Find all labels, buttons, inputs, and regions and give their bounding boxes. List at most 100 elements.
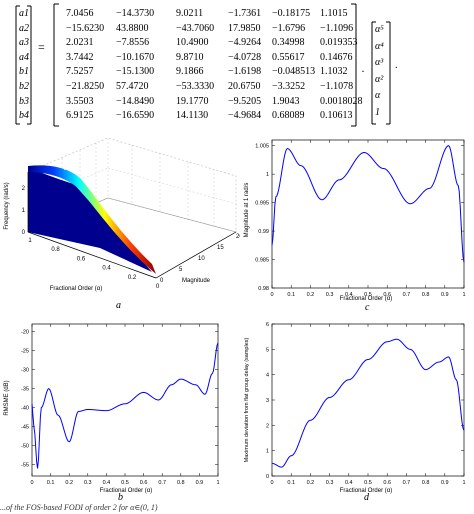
y-tick-label: -30 (21, 368, 29, 374)
c-x-axis-label: Fractional Order (α) (340, 296, 392, 302)
plot-frame (271, 323, 465, 477)
y-tick-label: 0.985 (255, 258, 269, 264)
x-tick-label: 0.3 (326, 292, 334, 298)
surface-z-tick: 0 (22, 230, 26, 236)
matrix-cell: 9.0211 (176, 8, 204, 19)
plot-frame (271, 139, 465, 289)
matrix-cell: −7.8556 (116, 37, 150, 49)
matrix-cell: −4.9684 (228, 110, 262, 122)
x-tick-label: 0.9 (441, 292, 449, 298)
surface-y-tick: 0 (160, 278, 164, 284)
matrix-cell: 1.1015 (320, 8, 348, 19)
matrix-cell: −14.3730 (116, 8, 155, 19)
surface-x-tick: 0.2 (128, 275, 137, 281)
x-tick-label: 0.1 (287, 292, 295, 298)
lhs-entry: a4 (19, 51, 29, 63)
x-tick-label: 0.4 (345, 292, 353, 298)
matrix-cell: 0.10613 (320, 110, 353, 122)
x-tick-label: 0 (270, 480, 273, 486)
x-tick-label: 0.4 (345, 480, 353, 486)
b-x-axis-label: Fractional Order (α) (100, 488, 152, 494)
matrix-cell: 14.1130 (176, 110, 209, 122)
matrix-cell: −16.6590 (116, 110, 155, 122)
coefficient-equation: a1 a2 a3 a4 b1 b2 b3 b4 = 7.0456 −14.3730 9.0211 −… (0, 0, 474, 128)
c-y-axis-label: Magnitude at 1 rad/s (244, 183, 250, 238)
y-tick-label: -55 (21, 463, 29, 469)
matrix-cell: 7.0456 (66, 8, 94, 19)
caption-b: b (118, 492, 123, 503)
x-tick-label: 0.9 (441, 480, 449, 486)
x-tick-label: 0.2 (65, 480, 73, 486)
lhs-entry: b1 (19, 66, 29, 78)
rhs-entry: 1 (375, 106, 380, 118)
equation-brackets (15, 3, 391, 127)
surface-z-tick: 1 (22, 208, 26, 214)
panel-c-magnitude-plot: Magnitude at 1 rad/s Fractional Order (α… (240, 132, 474, 313)
surface-x-tick: 1 (28, 238, 32, 244)
x-tick-label: 0.6 (383, 480, 391, 486)
data-curve (271, 145, 465, 263)
y-tick-label: 4 (266, 373, 269, 379)
surface-y-tick: 15 (217, 245, 224, 251)
x-tick-label: 1 (462, 480, 465, 486)
y-tick-label: -40 (21, 406, 29, 412)
x-tick-label: 0.1 (47, 480, 55, 486)
matrix-cell: 0.019353 (320, 37, 358, 49)
x-tick-label: 0.1 (287, 480, 295, 486)
x-tick-label: 0.2 (307, 292, 315, 298)
surface-z-tick: 2 (22, 186, 26, 192)
lhs-entry: a3 (19, 37, 29, 49)
panel-b-rmsme-plot: RMSME (dB) Fractional Order (α) 0 0.1 0.2 0… (0, 316, 240, 503)
y-tick-label: 0.995 (255, 201, 269, 207)
y-tick-label: 1 (266, 172, 269, 178)
matrix-cell: 57.4720 (116, 81, 149, 92)
matrix-cell: 7.5257 (66, 66, 94, 78)
surface-y-tick: 10 (198, 256, 205, 262)
surface-x-tick: 0.6 (77, 256, 86, 262)
surface-body (28, 168, 152, 272)
surface-x-axis-label: Fractional Order (α) (50, 286, 102, 292)
matrix-cell: 0.68089 (272, 110, 305, 122)
rmsme-plot-svg: RMSME (dB) Fractional Order (α) 0 0.1 0.2 0… (4, 323, 220, 494)
surface-y-tick: 20 (236, 234, 240, 240)
x-tick-label: 0.9 (196, 480, 204, 486)
matrix-cell: 0.34998 (272, 37, 305, 49)
y-tick-label: -50 (21, 444, 29, 450)
matrix-cell: −43.7060 (176, 22, 215, 34)
matrix-cell: −4.9264 (228, 37, 262, 49)
x-tick-label: 0 (270, 292, 273, 298)
equals-sign: = (38, 40, 45, 54)
matrix-cell: −1.6198 (228, 66, 262, 78)
x-tick-label: 0 (30, 480, 33, 486)
surface-y-axis-label: Magnitude (182, 278, 211, 284)
period: . (395, 60, 398, 71)
d-y-axis-label: Maximum deviation from flat group delay … (244, 337, 250, 462)
surface-x-tick: 0.8 (51, 247, 60, 253)
matrix-cell: −1.1096 (320, 22, 354, 34)
plot-frame (31, 323, 219, 477)
x-tick-label: 0.7 (158, 480, 166, 486)
y-tick-label: 1.005 (255, 144, 269, 150)
y-tick-label: -45 (21, 425, 29, 431)
x-tick-label: 0.4 (103, 480, 111, 486)
x-tick-label: 0.7 (403, 480, 411, 486)
matrix-cell: 20.6750 (228, 81, 261, 92)
y-tick-label: 0.98 (258, 286, 269, 292)
matrix-cell: −15.6230 (66, 22, 105, 34)
surface-y-ticks: 0 5 10 15 20 (160, 234, 243, 284)
caption-c: c (365, 302, 370, 313)
surface-x-tick: 0 (156, 284, 160, 290)
panel-d-group-delay-plot: Maximum deviation from flat group delay … (240, 316, 474, 503)
x-tick-label: 0.8 (422, 292, 430, 298)
x-tick-label: 0.8 (177, 480, 185, 486)
magnitude-plot-svg: Magnitude at 1 rad/s Fractional Order (α… (244, 139, 466, 302)
x-tick-label: 0.5 (364, 480, 372, 486)
x-tick-label: 1 (216, 480, 219, 486)
lhs-entry: b2 (19, 81, 29, 92)
d-x-axis-label: Fractional Order (α) (340, 488, 392, 494)
matrix-cell: 1.1032 (320, 66, 348, 78)
matrix-cell: −3.3252 (272, 81, 306, 92)
matrix-cell: 9.8710 (176, 51, 204, 63)
surface-x-ticks: 1 0.8 0.6 0.4 0.2 0 (28, 238, 160, 290)
